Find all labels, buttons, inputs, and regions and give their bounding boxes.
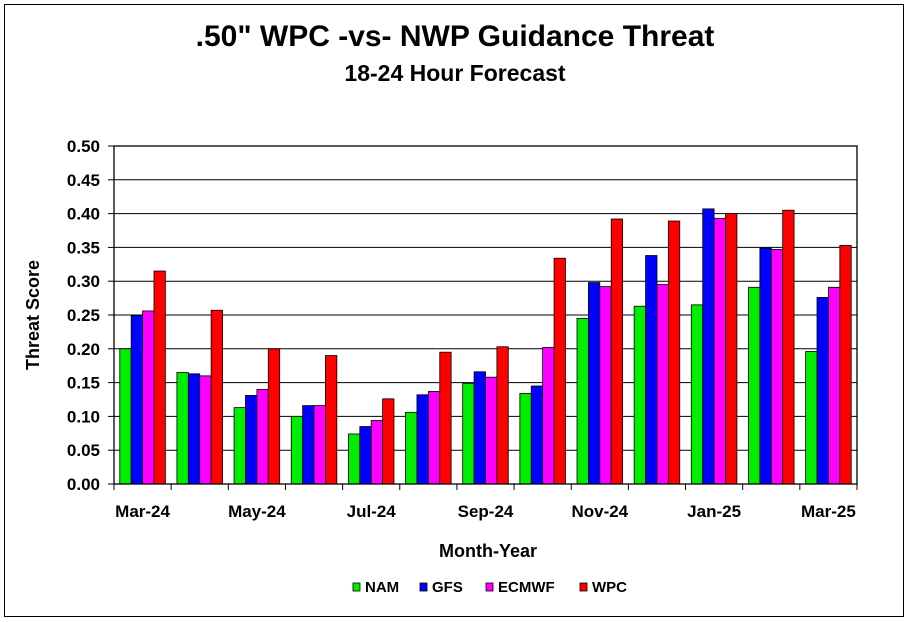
legend-swatch-nam [352,582,361,592]
y-tick-label: 0.25 [67,306,100,325]
y-tick-label: 0.10 [67,407,100,426]
bar-ecmwf-sep-24 [485,376,498,485]
y-tick-label: 0.15 [67,374,100,393]
bar-nam-nov-24 [576,317,589,485]
y-axis-ticks: 0.00 0.05 0.10 0.15 0.20 0.25 0.30 0.35 0.40 0.45… [67,137,114,494]
bar-nam-mar-24 [119,348,132,485]
y-tick-label: 0.20 [67,340,100,359]
x-axis-label: Month-Year [439,541,537,561]
bar-wpc-nov-24 [610,218,624,485]
bar-wpc-feb-25 [782,209,795,485]
bar-gfs-dec-24 [645,255,658,485]
bar-ecmwf-feb-25 [770,249,784,485]
y-tick-label: 0.05 [67,441,100,460]
y-tick-label: 0.45 [67,171,100,190]
bar-gfs-apr-24 [187,373,201,485]
legend: NAM GFS ECMWF WPC [352,579,627,596]
bar-ecmwf-dec-24 [656,284,669,485]
bar-ecmwf-jul-24 [370,420,383,485]
bar-gfs-jul-24 [359,426,372,485]
legend-swatch-gfs [419,582,428,592]
bar-wpc-jan-25 [725,213,738,485]
x-tick-label: Sep-24 [458,502,514,521]
y-tick-label: 0.50 [67,137,100,156]
y-tick-label: 0.35 [67,238,100,257]
y-axis-label: Threat Score [23,260,43,370]
bar-wpc-aug-24 [439,351,452,485]
bar-ecmwf-may-24 [256,388,269,485]
bar-wpc-apr-24 [210,309,223,485]
bar-nam-dec-24 [633,305,646,485]
legend-label-gfs: GFS [432,579,463,596]
bar-nam-apr-24 [176,372,189,485]
bar-nam-sep-24 [462,382,475,485]
chart-title: .50" WPC -vs- NWP Guidance Threat [195,20,715,53]
bar-gfs-nov-24 [588,282,601,485]
bar-ecmwf-oct-24 [542,347,555,485]
legend-label-ecmwf: ECMWF [498,579,555,596]
bar-wpc-oct-24 [553,257,566,485]
bar-ecmwf-mar-24 [142,310,155,485]
bar-gfs-oct-24 [530,385,544,485]
y-tick-label: 0.40 [67,205,100,224]
bar-gfs-feb-25 [759,247,772,485]
bar-wpc-jun-24 [325,355,338,485]
bar-wpc-jul-24 [382,398,395,485]
bar-gfs-jun-24 [302,405,315,485]
legend-label-nam: NAM [365,579,399,596]
x-tick-label: May-24 [228,502,286,521]
bar-wpc-mar-24 [153,270,166,485]
bar-gfs-jan-25 [702,208,715,485]
legend-label-wpc: WPC [592,579,627,596]
y-tick-label: 0.30 [67,272,100,291]
bar-nam-oct-24 [519,393,532,485]
bar-nam-aug-24 [405,411,418,485]
bar-ecmwf-jun-24 [313,405,326,485]
bar-wpc-mar-25 [839,244,852,485]
bar-gfs-mar-25 [816,297,829,485]
y-tick-label: 0.00 [67,475,100,494]
bar-nam-feb-25 [748,286,761,485]
bar-nam-jan-25 [690,304,704,485]
legend-swatch-wpc [579,582,588,592]
x-tick-label: Mar-25 [801,502,856,521]
bar-ecmwf-nov-24 [599,286,612,485]
bar-nam-jul-24 [347,433,361,485]
bar-ecmwf-aug-24 [427,390,441,485]
bar-wpc-may-24 [267,348,281,485]
bar-gfs-mar-24 [130,315,143,485]
x-tick-label: Jul-24 [347,502,397,521]
bar-gfs-aug-24 [416,394,429,485]
bar-wpc-sep-24 [496,346,509,485]
bar-ecmwf-mar-25 [828,286,841,485]
bar-nam-jun-24 [290,415,304,485]
bars [119,208,852,485]
x-tick-label: Jan-25 [687,502,741,521]
x-tick-label: Nov-24 [571,502,628,521]
bar-gfs-may-24 [245,395,258,485]
bar-ecmwf-jan-25 [713,217,726,485]
bar-wpc-dec-24 [667,220,681,485]
x-tick-label: Mar-24 [115,502,170,521]
legend-swatch-ecmwf [485,582,494,592]
x-axis-ticks: Mar-24 May-24 Jul-24 Sep-24 Nov-24 Jan-25 Mar-… [113,484,858,521]
bar-nam-mar-25 [805,351,818,485]
bar-ecmwf-apr-24 [199,375,212,485]
chart-subtitle: 18-24 Hour Forecast [344,60,566,86]
bar-gfs-sep-24 [473,371,486,485]
bar-nam-may-24 [233,407,246,485]
